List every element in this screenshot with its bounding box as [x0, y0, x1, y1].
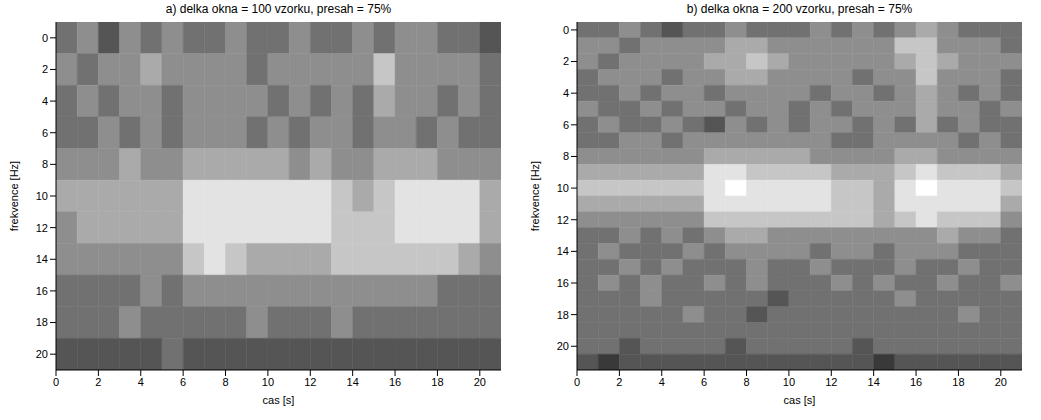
svg-text:20: 20 [474, 376, 486, 388]
svg-text:12: 12 [36, 222, 48, 234]
svg-text:0: 0 [563, 24, 569, 36]
svg-text:2: 2 [42, 63, 48, 75]
svg-text:8: 8 [222, 376, 228, 388]
svg-text:2: 2 [95, 376, 101, 388]
svg-text:frekvence [Hz]: frekvence [Hz] [529, 161, 541, 231]
svg-text:10: 10 [783, 376, 795, 388]
svg-text:18: 18 [431, 376, 443, 388]
svg-text:8: 8 [743, 376, 749, 388]
svg-text:0: 0 [574, 376, 580, 388]
svg-text:2: 2 [616, 376, 622, 388]
svg-text:18: 18 [36, 316, 48, 328]
svg-text:18: 18 [952, 376, 964, 388]
svg-text:frekvence [Hz]: frekvence [Hz] [8, 161, 20, 231]
svg-text:16: 16 [557, 277, 569, 289]
svg-text:8: 8 [563, 150, 569, 162]
svg-text:6: 6 [701, 376, 707, 388]
svg-text:6: 6 [563, 119, 569, 131]
svg-text:cas [s]: cas [s] [263, 394, 295, 406]
svg-text:20: 20 [995, 376, 1007, 388]
svg-text:4: 4 [563, 87, 569, 99]
html-text:a) delka okna = 100 vzorku, pr: a) delka okna = 100 vzorku, presah = 75% [165, 2, 392, 16]
svg-text:12: 12 [825, 376, 837, 388]
svg-text:16: 16 [389, 376, 401, 388]
svg-text:14: 14 [868, 376, 880, 388]
svg-text:0: 0 [53, 376, 59, 388]
svg-text:10: 10 [36, 190, 48, 202]
html-text:b) delka okna = 200 vzorku, pr: b) delka okna = 200 vzorku, presah = 75% [686, 2, 913, 16]
svg-text:14: 14 [347, 376, 359, 388]
svg-text:14: 14 [36, 253, 48, 265]
svg-text:12: 12 [304, 376, 316, 388]
svg-text:12: 12 [557, 214, 569, 226]
svg-text:16: 16 [36, 285, 48, 297]
svg-text:4: 4 [659, 376, 665, 388]
svg-text:6: 6 [42, 127, 48, 139]
svg-text:18: 18 [557, 309, 569, 321]
svg-text:4: 4 [138, 376, 144, 388]
svg-text:14: 14 [557, 245, 569, 257]
svg-text:4: 4 [42, 95, 48, 107]
svg-text:8: 8 [42, 158, 48, 170]
svg-text:6: 6 [180, 376, 186, 388]
svg-text:2: 2 [563, 55, 569, 67]
svg-text:0: 0 [42, 32, 48, 44]
svg-text:16: 16 [910, 376, 922, 388]
svg-text:20: 20 [557, 340, 569, 352]
svg-text:10: 10 [262, 376, 274, 388]
svg-text:10: 10 [557, 182, 569, 194]
svg-text:cas [s]: cas [s] [784, 394, 816, 406]
svg-text:20: 20 [36, 348, 48, 360]
